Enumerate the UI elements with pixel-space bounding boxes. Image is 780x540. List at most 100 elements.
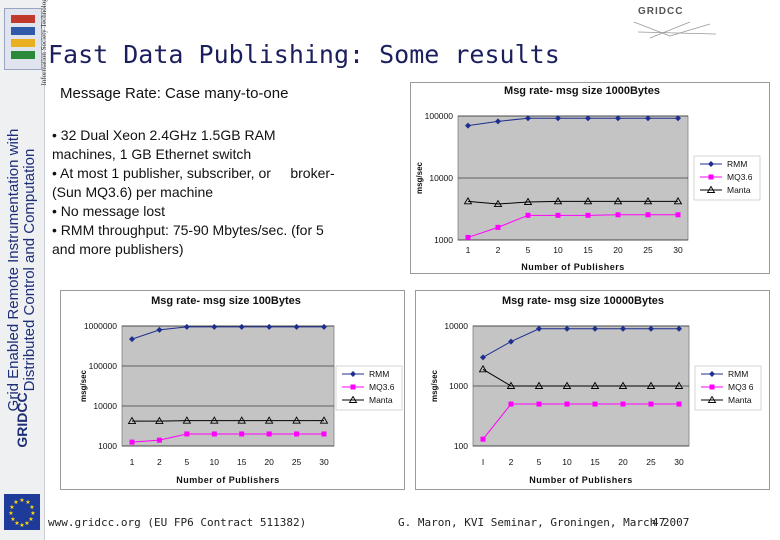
data-point [676,325,682,332]
bullet-line: • At most 1 publisher, subscriber, or br… [52,165,335,181]
data-point [523,197,533,205]
data-point [590,381,600,389]
org-text: Information Society Technologies [40,0,48,86]
data-point [525,115,531,122]
data-point [615,212,621,218]
series-line-rmm [467,117,678,127]
x-tick-label: 5 [537,457,542,467]
bullet-line: • No message lost [52,203,166,219]
svg-text:★: ★ [25,499,30,506]
sidebar: Information Society Technologies Grid En… [0,0,48,540]
series-line-rmm [482,328,679,358]
data-point [648,325,654,332]
data-point [155,416,164,425]
bullet-line: • 32 Dual Xeon 2.4GHz 1.5GB RAM [52,127,276,143]
svg-text:★: ★ [14,520,19,527]
data-point [536,401,542,407]
chart-10000bytes: Msg rate- msg size 10000Bytes 100 1000 1000… [415,290,770,490]
data-point [534,381,544,389]
data-point [237,416,246,424]
legend-marker [708,174,714,180]
x-tick-label: 25 [646,457,656,467]
series-line-manta [467,200,678,205]
legend-label: Manta [728,395,752,405]
data-point [562,381,572,389]
legend-marker [350,384,356,390]
y-tick-label: 10000 [444,321,468,331]
data-point [585,115,591,122]
series-line-mq3.6 [131,433,324,443]
data-point [592,401,598,407]
data-point [321,431,327,437]
y-axis-label: msg/sec [79,369,88,402]
y-tick-label: 100000 [425,111,454,121]
network-logo-icon [633,21,717,39]
legend-label: MQ3.6 [369,382,395,392]
data-point [673,196,683,205]
data-point [646,381,656,389]
svg-text:★: ★ [19,497,24,504]
x-tick-label: I [482,457,484,467]
data-point [156,326,163,333]
legend-marker [709,384,715,390]
legend-box [693,155,761,201]
data-point [264,416,274,424]
data-point [506,381,516,389]
legend-box [335,365,403,411]
bullet-list: • 32 Dual Xeon 2.4GHz 1.5GB RAM machines… [52,126,392,259]
legend-marker [350,371,356,377]
data-point [555,115,561,122]
page-title: Fast Data Publishing: Some results [48,40,560,69]
legend-label: RMM [728,369,748,379]
series-line-rmm [131,326,324,340]
svg-text:★: ★ [19,522,24,529]
x-tick-label: 30 [674,457,684,467]
svg-text:★: ★ [30,510,35,517]
legend-marker [707,395,717,403]
plot-area [121,325,335,447]
legend-label: RMM [369,369,389,379]
x-tick-label: 15 [590,457,600,467]
data-point [613,196,623,205]
x-tick-label: 25 [292,457,302,467]
subtitle: Message Rate: Case many-to-one [60,85,289,102]
legend-marker [709,371,715,377]
x-tick-label: 5 [184,457,189,467]
data-point [465,234,471,240]
footer-right: G. Maron, KVI Seminar, Groningen, March … [398,516,690,529]
x-axis-label: Number of Publishers [176,475,280,485]
bullet-line: • RMM throughput: 75-90 Mbytes/sec. (for… [52,222,324,238]
y-tick-label: 1000 [434,235,453,245]
x-tick-label: 20 [264,457,274,467]
data-point [266,431,272,437]
x-tick-label: 20 [618,457,628,467]
x-axis-label: Number of Publishers [529,475,633,485]
x-tick-label: 10 [553,245,563,255]
x-tick-label: 2 [496,245,501,255]
legend-box [694,365,762,411]
data-point [493,199,503,208]
legend-marker [348,395,358,403]
x-tick-label: 10 [210,457,220,467]
data-point [536,325,542,332]
y-tick-label: 1000000 [84,321,117,331]
data-point [463,196,473,205]
x-tick-label: 1 [466,245,471,255]
x-tick-label: 2 [509,457,514,467]
series-line-manta [482,368,679,387]
gridcc-side-logo: GRIDCC [14,392,30,448]
y-tick-label: 100 [454,441,468,451]
data-point [294,431,300,437]
data-point [674,381,684,389]
legend-marker [708,161,714,167]
x-tick-label: 30 [673,245,683,255]
gridcc-header-logo: GRIDCC [638,6,684,17]
y-tick-label: 1000 [449,381,468,391]
data-point [676,401,682,407]
data-point [127,416,137,425]
data-point [553,196,563,205]
data-point [238,323,245,330]
ist-logo [4,8,42,70]
legend-label: Manta [727,185,751,195]
y-axis-label: msg/sec [415,161,424,194]
